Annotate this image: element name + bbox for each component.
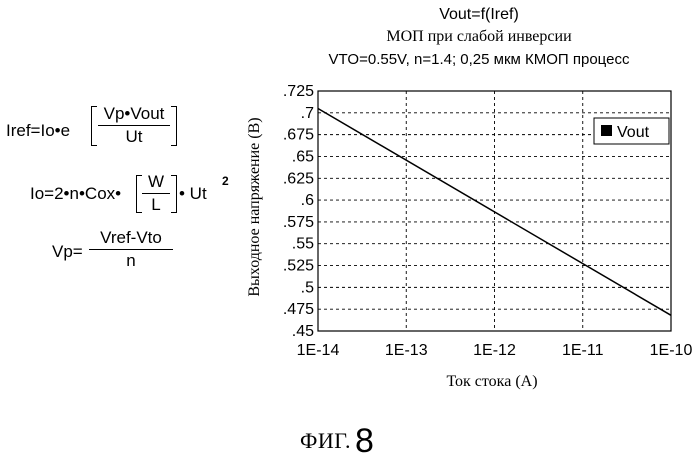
figure-caption-prefix: ФИГ. (300, 428, 351, 453)
y-tick-label: .7 (301, 105, 314, 122)
chart-legend: Vout (594, 118, 669, 144)
y-tick-label: .475 (283, 301, 314, 318)
figure-caption-number: 8 (355, 422, 374, 460)
y-tick-label: .65 (292, 148, 314, 165)
y-tick-label: .575 (283, 214, 314, 231)
legend-swatch (601, 125, 612, 136)
x-tick-label: 1E-10 (650, 342, 693, 359)
x-tick-label: 1E-11 (562, 342, 604, 359)
y-tick-label: .675 (283, 127, 314, 144)
legend-label: Vout (617, 124, 650, 141)
y-tick-label: .625 (283, 170, 314, 187)
y-tick-label: .725 (283, 83, 314, 100)
y-tick-label: .525 (283, 258, 314, 275)
y-tick-label: .6 (301, 192, 314, 209)
figure-caption: ФИГ.8 (300, 418, 374, 457)
chart-plot: .725 .7 .675 .65 .625 .6 .575 .55 .525 .5 .475 .45 1… (0, 0, 699, 446)
x-tick-label: 1E-13 (385, 342, 428, 359)
x-tick-label: 1E-14 (297, 342, 340, 359)
y-tick-label: .45 (292, 323, 314, 340)
x-tick-label: 1E-12 (473, 342, 516, 359)
y-tick-label: .55 (292, 236, 314, 253)
y-tick-label: .5 (301, 279, 314, 296)
